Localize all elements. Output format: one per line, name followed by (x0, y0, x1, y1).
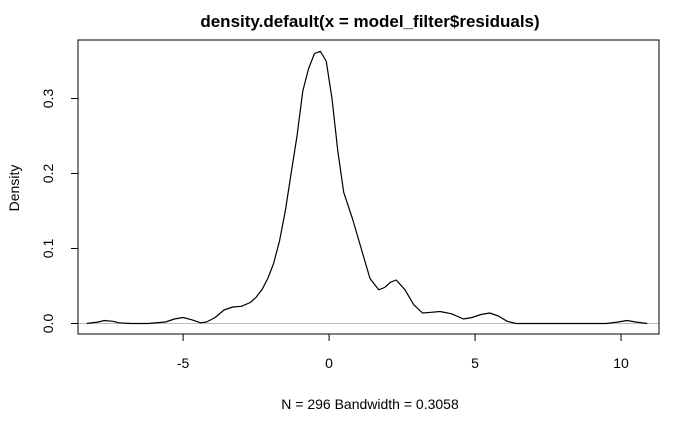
x-tick-label: 0 (325, 355, 333, 371)
density-curve (86, 50, 648, 325)
x-tick-label: 10 (613, 355, 629, 371)
chart-title: density.default(x = model_filter$residua… (200, 12, 539, 31)
y-axis-label: Density (6, 165, 22, 212)
x-tick-label: 5 (471, 355, 479, 371)
y-tick-label: 0.1 (40, 239, 56, 259)
plot-frame (77, 39, 660, 335)
y-tick-label: 0.3 (40, 89, 56, 109)
x-tick-label: -5 (177, 355, 190, 371)
x-axis-label: N = 296 Bandwidth = 0.3058 (281, 396, 459, 412)
y-tick-label: 0.0 (40, 314, 56, 334)
y-tick-label: 0.2 (40, 164, 56, 184)
